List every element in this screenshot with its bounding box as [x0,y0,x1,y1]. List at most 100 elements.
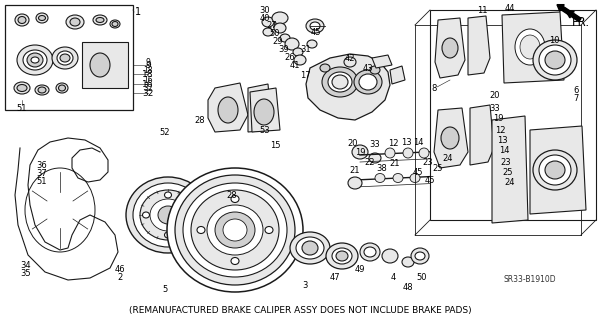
Ellipse shape [332,75,348,89]
Polygon shape [390,66,405,84]
Ellipse shape [411,248,429,264]
Ellipse shape [419,148,429,158]
Polygon shape [530,126,586,214]
Text: 23: 23 [501,157,512,166]
Ellipse shape [262,17,274,27]
Text: 19: 19 [355,148,365,156]
Polygon shape [470,105,494,165]
Ellipse shape [143,212,150,218]
Text: 48: 48 [403,284,413,292]
Ellipse shape [328,72,352,92]
Ellipse shape [533,40,577,80]
Text: 11: 11 [477,5,487,14]
Ellipse shape [382,249,398,263]
Ellipse shape [66,15,84,29]
Text: 50: 50 [417,274,427,283]
Ellipse shape [520,35,540,59]
Ellipse shape [280,34,290,42]
Text: 32: 32 [143,84,153,92]
Text: 9: 9 [146,58,150,67]
Ellipse shape [354,70,382,94]
Ellipse shape [18,17,26,23]
Text: 53: 53 [260,125,270,134]
Ellipse shape [110,20,120,28]
Text: 28: 28 [195,116,205,124]
Text: 44: 44 [505,4,515,12]
Ellipse shape [175,175,295,285]
Ellipse shape [231,258,239,265]
Ellipse shape [294,55,306,65]
Ellipse shape [274,23,286,33]
Ellipse shape [369,153,381,163]
Ellipse shape [263,28,273,36]
Ellipse shape [539,45,571,75]
Bar [5,5,133,110]
Ellipse shape [545,51,565,69]
Polygon shape [306,54,390,120]
Text: 51: 51 [17,103,27,113]
Text: 43: 43 [362,63,373,73]
Ellipse shape [231,196,239,203]
Text: 16: 16 [143,76,153,84]
Ellipse shape [322,67,358,97]
Ellipse shape [70,18,80,26]
Text: 39: 39 [279,44,289,53]
Ellipse shape [364,247,376,257]
Ellipse shape [533,150,577,190]
Text: 18: 18 [142,69,154,78]
Text: 33: 33 [489,103,500,113]
Ellipse shape [403,148,413,158]
Text: SR33-B1910D: SR33-B1910D [504,276,556,284]
Ellipse shape [293,48,303,56]
Ellipse shape [197,227,205,234]
Ellipse shape [302,241,318,255]
Ellipse shape [126,177,210,253]
Text: 49: 49 [355,266,365,275]
Text: 51: 51 [37,177,47,186]
Text: 10: 10 [549,36,559,44]
Text: 32: 32 [143,89,154,98]
Ellipse shape [539,155,571,185]
Text: 35: 35 [21,268,31,277]
Ellipse shape [336,251,348,261]
Text: 12: 12 [388,139,398,148]
Text: 3: 3 [302,282,308,291]
Text: 30: 30 [260,5,270,14]
Ellipse shape [265,227,273,234]
Polygon shape [82,42,128,88]
Ellipse shape [272,12,288,24]
Ellipse shape [307,40,317,48]
Text: 45: 45 [413,167,423,177]
Text: 8: 8 [431,84,437,92]
Ellipse shape [344,57,356,67]
Polygon shape [250,88,280,132]
Text: 6: 6 [573,85,579,94]
Ellipse shape [93,15,107,25]
Text: 14: 14 [499,146,509,155]
Ellipse shape [332,248,352,264]
Ellipse shape [326,243,358,269]
Ellipse shape [59,85,65,91]
Ellipse shape [348,177,362,189]
Ellipse shape [112,21,118,27]
Ellipse shape [360,243,380,261]
Ellipse shape [96,18,104,22]
Text: 42: 42 [345,53,355,62]
Text: 40: 40 [260,13,270,22]
Ellipse shape [359,74,377,90]
Ellipse shape [23,50,47,70]
Text: 33: 33 [370,140,380,148]
Ellipse shape [415,252,425,260]
Text: 13: 13 [401,138,412,147]
Text: 37: 37 [37,169,47,178]
Ellipse shape [310,22,320,30]
Polygon shape [430,10,596,220]
Text: 19: 19 [493,114,503,123]
Text: 25: 25 [432,164,443,172]
Ellipse shape [38,15,46,20]
Polygon shape [502,12,564,83]
FancyArrow shape [557,5,581,22]
Polygon shape [468,16,490,75]
Text: 34: 34 [21,260,31,269]
Ellipse shape [375,173,385,182]
